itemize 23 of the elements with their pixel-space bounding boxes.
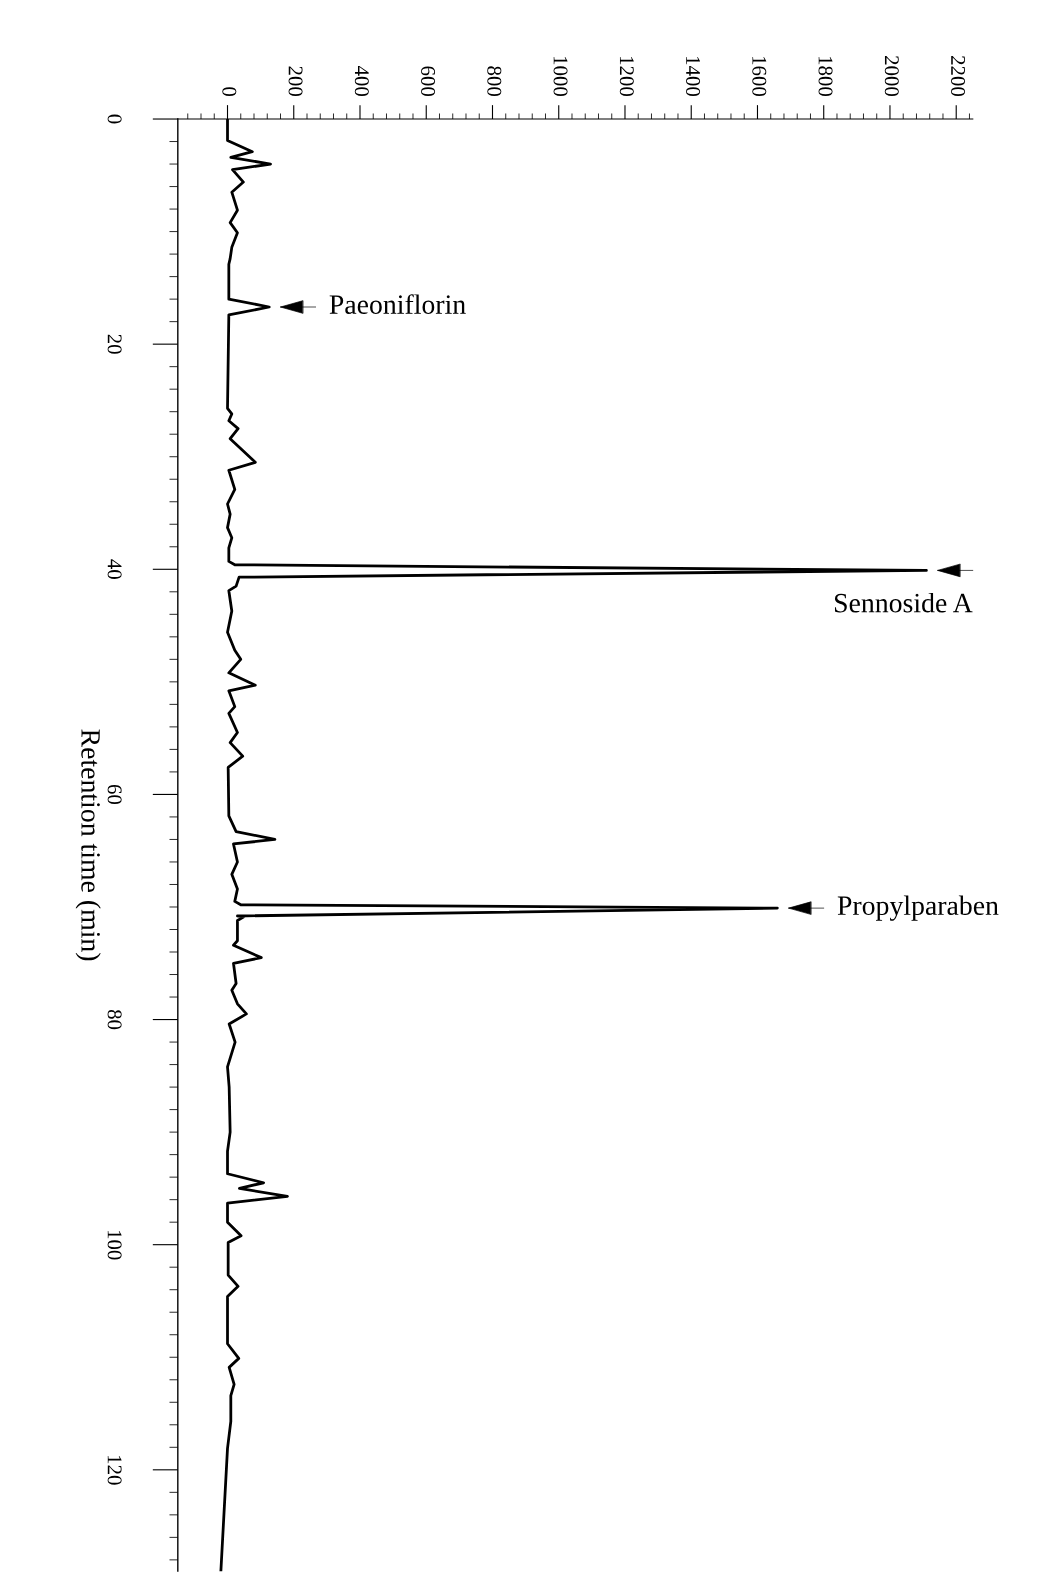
annotation: Sennoside A [834,592,973,613]
y-tick-label: 20 [107,334,122,354]
y-tick-label: 40 [107,559,122,579]
x-tick-label: 0 [222,87,237,97]
x-tick-label: 1200 [619,56,634,97]
x-tick-label: 1600 [752,56,767,97]
x-tick-label: 1000 [553,56,568,97]
x-tick-label: 2000 [884,56,899,97]
annotation: Paeoniflorin [329,294,466,314]
x-tick-label: 600 [421,66,436,97]
x-tick-label: 1800 [818,56,833,97]
y-tick-label: 60 [107,784,122,805]
x-tick-label: 2200 [951,56,966,97]
annotation: Propylparaben [837,895,999,921]
y-tick-label: 100 [107,1230,122,1260]
x-tick-label: 800 [487,66,502,97]
x-tick-label: 400 [354,65,369,97]
y-tick-label: 0 [107,114,122,124]
y-tick-label: 120 [107,1456,122,1485]
y-tick-label: 80 [107,1009,122,1030]
x-tick-label: 200 [288,66,303,97]
y-axis-title: Retention time (min) [75,729,101,961]
x-tick-label: 1400 [686,56,701,97]
